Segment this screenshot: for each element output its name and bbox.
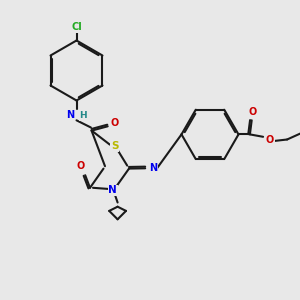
Text: N: N [66, 110, 74, 121]
Text: O: O [248, 107, 256, 117]
Text: O: O [76, 161, 85, 171]
Text: H: H [79, 111, 87, 120]
Text: O: O [266, 135, 274, 146]
Text: Cl: Cl [71, 22, 82, 32]
Text: N: N [149, 163, 157, 173]
Text: N: N [108, 185, 117, 195]
Text: S: S [111, 141, 118, 152]
Text: O: O [111, 118, 119, 128]
